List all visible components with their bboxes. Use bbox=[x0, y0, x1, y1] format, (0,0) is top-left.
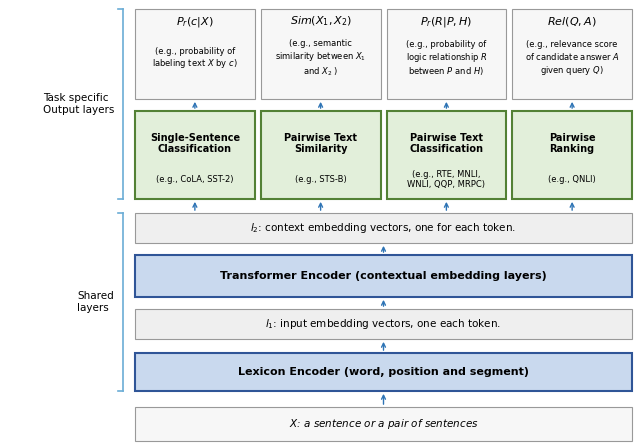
Text: $Sim(X_1, X_2)$: $Sim(X_1, X_2)$ bbox=[289, 15, 352, 29]
Text: $X$: a sentence or a pair of sentences: $X$: a sentence or a pair of sentences bbox=[289, 417, 478, 431]
Text: $P_r(c|X)$: $P_r(c|X)$ bbox=[176, 15, 214, 29]
Text: Transformer Encoder (contextual embedding layers): Transformer Encoder (contextual embeddin… bbox=[220, 271, 547, 281]
Text: Single-Sentence
Classification: Single-Sentence Classification bbox=[150, 133, 240, 154]
Text: (e.g., semantic
similarity between $X_1$
and $X_2$ ): (e.g., semantic similarity between $X_1$… bbox=[275, 39, 366, 77]
Text: (e.g., QNLI): (e.g., QNLI) bbox=[548, 175, 596, 184]
Text: $l_1$: input embedding vectors, one each token.: $l_1$: input embedding vectors, one each… bbox=[266, 317, 502, 331]
Bar bbox=[135, 9, 255, 99]
Text: Shared
layers: Shared layers bbox=[77, 291, 114, 313]
Bar bbox=[135, 309, 632, 339]
Bar bbox=[135, 353, 632, 391]
Bar bbox=[512, 111, 632, 199]
Text: $Rel(Q, A)$: $Rel(Q, A)$ bbox=[547, 15, 597, 28]
Bar bbox=[387, 111, 506, 199]
Text: (e.g., relevance score
of candidate answer $A$
given query $Q$): (e.g., relevance score of candidate answ… bbox=[525, 40, 620, 77]
Text: (e.g., probability of
labeling text $X$ by $c$): (e.g., probability of labeling text $X$ … bbox=[152, 46, 237, 70]
Bar bbox=[260, 9, 381, 99]
Bar bbox=[260, 111, 381, 199]
Text: Pairwise Text
Classification: Pairwise Text Classification bbox=[410, 133, 483, 154]
Text: (e.g., CoLA, SST-2): (e.g., CoLA, SST-2) bbox=[156, 175, 234, 184]
Text: Task specific
Output layers: Task specific Output layers bbox=[43, 93, 114, 115]
Text: Lexicon Encoder (word, position and segment): Lexicon Encoder (word, position and segm… bbox=[238, 367, 529, 377]
Text: (e.g., STS-B): (e.g., STS-B) bbox=[295, 175, 346, 184]
Bar bbox=[135, 213, 632, 243]
Bar bbox=[135, 407, 632, 441]
Bar bbox=[135, 255, 632, 297]
Bar bbox=[387, 9, 506, 99]
Text: (e.g., probability of
logic relationship $R$
between $P$ and $H$): (e.g., probability of logic relationship… bbox=[406, 40, 487, 77]
Bar bbox=[512, 9, 632, 99]
Text: Pairwise
Ranking: Pairwise Ranking bbox=[549, 133, 595, 154]
Bar bbox=[135, 111, 255, 199]
Text: Pairwise Text
Similarity: Pairwise Text Similarity bbox=[284, 133, 357, 154]
Text: $P_r(R|P, H)$: $P_r(R|P, H)$ bbox=[420, 15, 472, 29]
Text: $l_2$: context embedding vectors, one for each token.: $l_2$: context embedding vectors, one fo… bbox=[250, 221, 516, 235]
Text: (e.g., RTE, MNLI,
WNLI, QQP, MRPC): (e.g., RTE, MNLI, WNLI, QQP, MRPC) bbox=[408, 170, 485, 190]
